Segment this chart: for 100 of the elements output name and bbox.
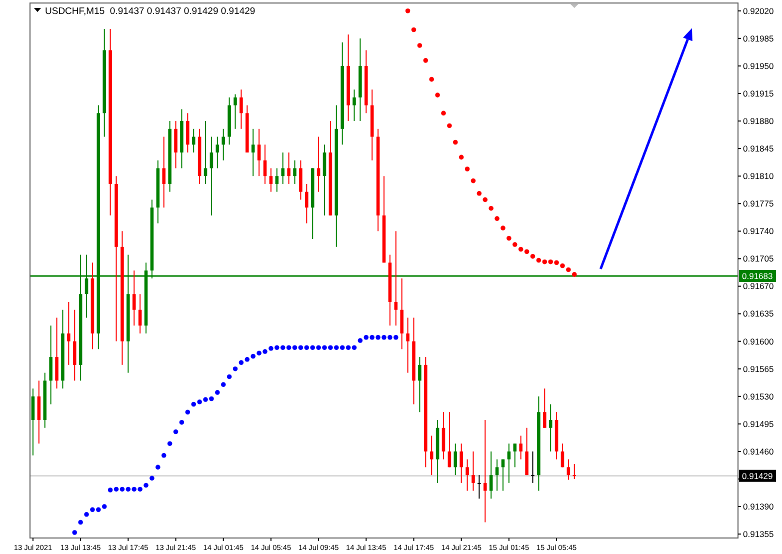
- candlestick: [489, 450, 493, 500]
- candlestick: [472, 450, 475, 492]
- candlestick: [210, 136, 214, 216]
- point: [120, 486, 125, 492]
- point: [310, 345, 316, 350]
- y-tick-label: 0.91495: [743, 418, 774, 429]
- y-tick-label: 0.91845: [743, 144, 774, 154]
- point: [458, 154, 464, 160]
- point: [548, 259, 553, 264]
- point: [209, 396, 214, 402]
- point: [346, 345, 351, 350]
- point: [464, 166, 470, 172]
- candlestick: [406, 317, 410, 374]
- point: [191, 402, 196, 407]
- point: [292, 345, 298, 350]
- candlestick: [460, 443, 463, 484]
- point: [411, 27, 416, 32]
- point: [238, 360, 244, 365]
- y-tick-label: 0.92020: [743, 6, 774, 16]
- point: [352, 345, 357, 350]
- point: [566, 267, 571, 272]
- candlestick: [442, 412, 446, 460]
- point: [156, 464, 160, 470]
- candlestick: [316, 136, 320, 192]
- point: [304, 345, 310, 350]
- point: [274, 345, 280, 350]
- point: [126, 486, 131, 492]
- point: [203, 397, 208, 402]
- point: [232, 366, 238, 372]
- point: [423, 58, 428, 63]
- candlestick: [251, 128, 255, 177]
- point: [244, 357, 250, 362]
- point: [250, 354, 256, 359]
- candlestick: [430, 435, 434, 476]
- y-tick-label: 0.91460: [743, 446, 774, 456]
- point: [280, 345, 286, 350]
- candlestick: [305, 183, 308, 224]
- y-tick-label: 0.91740: [743, 226, 774, 236]
- candlestick: [132, 270, 136, 326]
- y-tick-label: 0.91600: [743, 336, 774, 346]
- candlestick: [138, 294, 142, 334]
- candlestick: [513, 443, 517, 468]
- point: [90, 507, 95, 512]
- point: [572, 272, 577, 277]
- point: [114, 486, 119, 492]
- point: [102, 504, 107, 509]
- point: [144, 482, 148, 488]
- y-tick-label: 0.91915: [743, 88, 774, 98]
- y-tick-label: 0.91670: [743, 281, 774, 292]
- candlestick: [566, 458, 570, 480]
- point: [470, 178, 476, 184]
- y-tick-label: 0.91635: [743, 308, 774, 319]
- candlestick: [174, 120, 178, 169]
- point: [405, 8, 410, 14]
- candlestick: [484, 419, 487, 523]
- candlestick: [531, 450, 534, 484]
- point: [429, 76, 434, 82]
- point: [364, 334, 369, 340]
- point: [370, 334, 374, 340]
- point: [382, 334, 386, 340]
- ref-line-label: 0.91429: [742, 470, 773, 481]
- candlestick: [448, 412, 452, 468]
- point: [560, 263, 565, 268]
- point: [220, 382, 226, 387]
- candlestick: [269, 168, 273, 192]
- point: [197, 399, 202, 404]
- chart-title: USDCHF,M15 0.91437 0.91437 0.91429 0.91429: [45, 6, 256, 17]
- point: [518, 246, 524, 252]
- candlestick: [495, 458, 499, 492]
- point: [138, 486, 142, 492]
- point: [536, 258, 542, 263]
- point: [542, 259, 548, 264]
- point: [376, 334, 380, 340]
- candlestick: [418, 356, 422, 413]
- y-tick-label: 0.91565: [743, 364, 774, 374]
- candlestick: [560, 443, 564, 468]
- point: [328, 345, 333, 350]
- point: [447, 123, 452, 128]
- y-tick-label: 0.91985: [743, 33, 774, 44]
- point: [482, 197, 488, 202]
- point: [334, 345, 339, 350]
- point: [358, 338, 363, 343]
- point: [132, 486, 137, 492]
- candlestick: [543, 388, 546, 428]
- candlestick: [49, 325, 52, 405]
- candlestick: [216, 136, 220, 169]
- point: [167, 441, 172, 446]
- point: [161, 452, 166, 458]
- point: [417, 43, 422, 48]
- point: [262, 349, 268, 354]
- point: [286, 345, 292, 350]
- y-tick-label: 0.91950: [743, 60, 774, 71]
- point: [476, 190, 482, 196]
- candlestick: [507, 443, 511, 484]
- point: [494, 216, 500, 221]
- candlestick: [67, 301, 70, 366]
- candlestick: [263, 144, 267, 184]
- point: [268, 346, 274, 351]
- candlestick: [352, 89, 356, 122]
- candlestick: [72, 309, 76, 382]
